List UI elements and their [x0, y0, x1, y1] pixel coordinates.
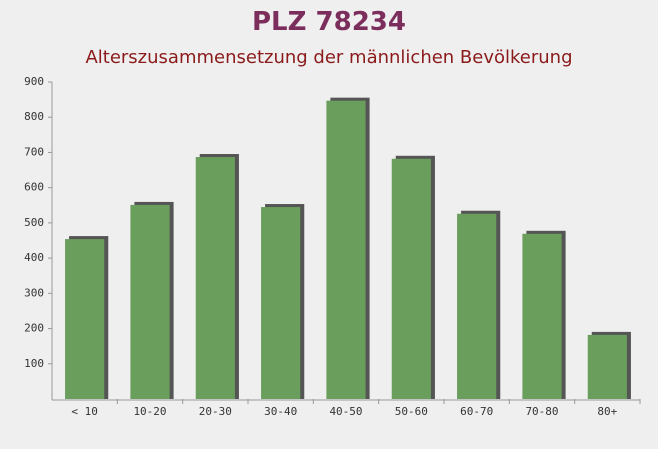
y-tick-label: 400	[24, 251, 44, 264]
x-tick-label: 60-70	[460, 405, 493, 418]
x-tick-label: 10-20	[133, 405, 166, 418]
x-tick-label: < 10	[71, 405, 98, 418]
y-tick-label: 900	[24, 75, 44, 88]
bar	[130, 204, 170, 399]
y-tick-label: 300	[24, 286, 44, 299]
bar	[457, 213, 497, 399]
y-tick-label: 700	[24, 145, 44, 158]
x-tick-label: 80+	[597, 405, 617, 418]
bar	[326, 100, 366, 399]
y-tick-label: 800	[24, 110, 44, 123]
x-tick-label: 50-60	[395, 405, 428, 418]
bar	[65, 239, 105, 399]
y-tick-label: 500	[24, 216, 44, 229]
bar	[391, 158, 431, 399]
bar	[195, 157, 235, 399]
bar	[522, 233, 562, 399]
x-tick-label: 30-40	[264, 405, 297, 418]
chart-subtitle: Alterszusammensetzung der männlichen Bev…	[85, 47, 572, 68]
x-tick-label: 70-80	[525, 405, 558, 418]
chart-title: PLZ 78234	[252, 7, 406, 37]
y-tick-label: 200	[24, 322, 44, 335]
y-tick-label: 100	[24, 357, 44, 370]
x-tick-label: 40-50	[329, 405, 362, 418]
bar	[261, 207, 301, 399]
x-tick-label: 20-30	[199, 405, 232, 418]
bar	[587, 334, 627, 399]
y-tick-label: 600	[24, 181, 44, 194]
